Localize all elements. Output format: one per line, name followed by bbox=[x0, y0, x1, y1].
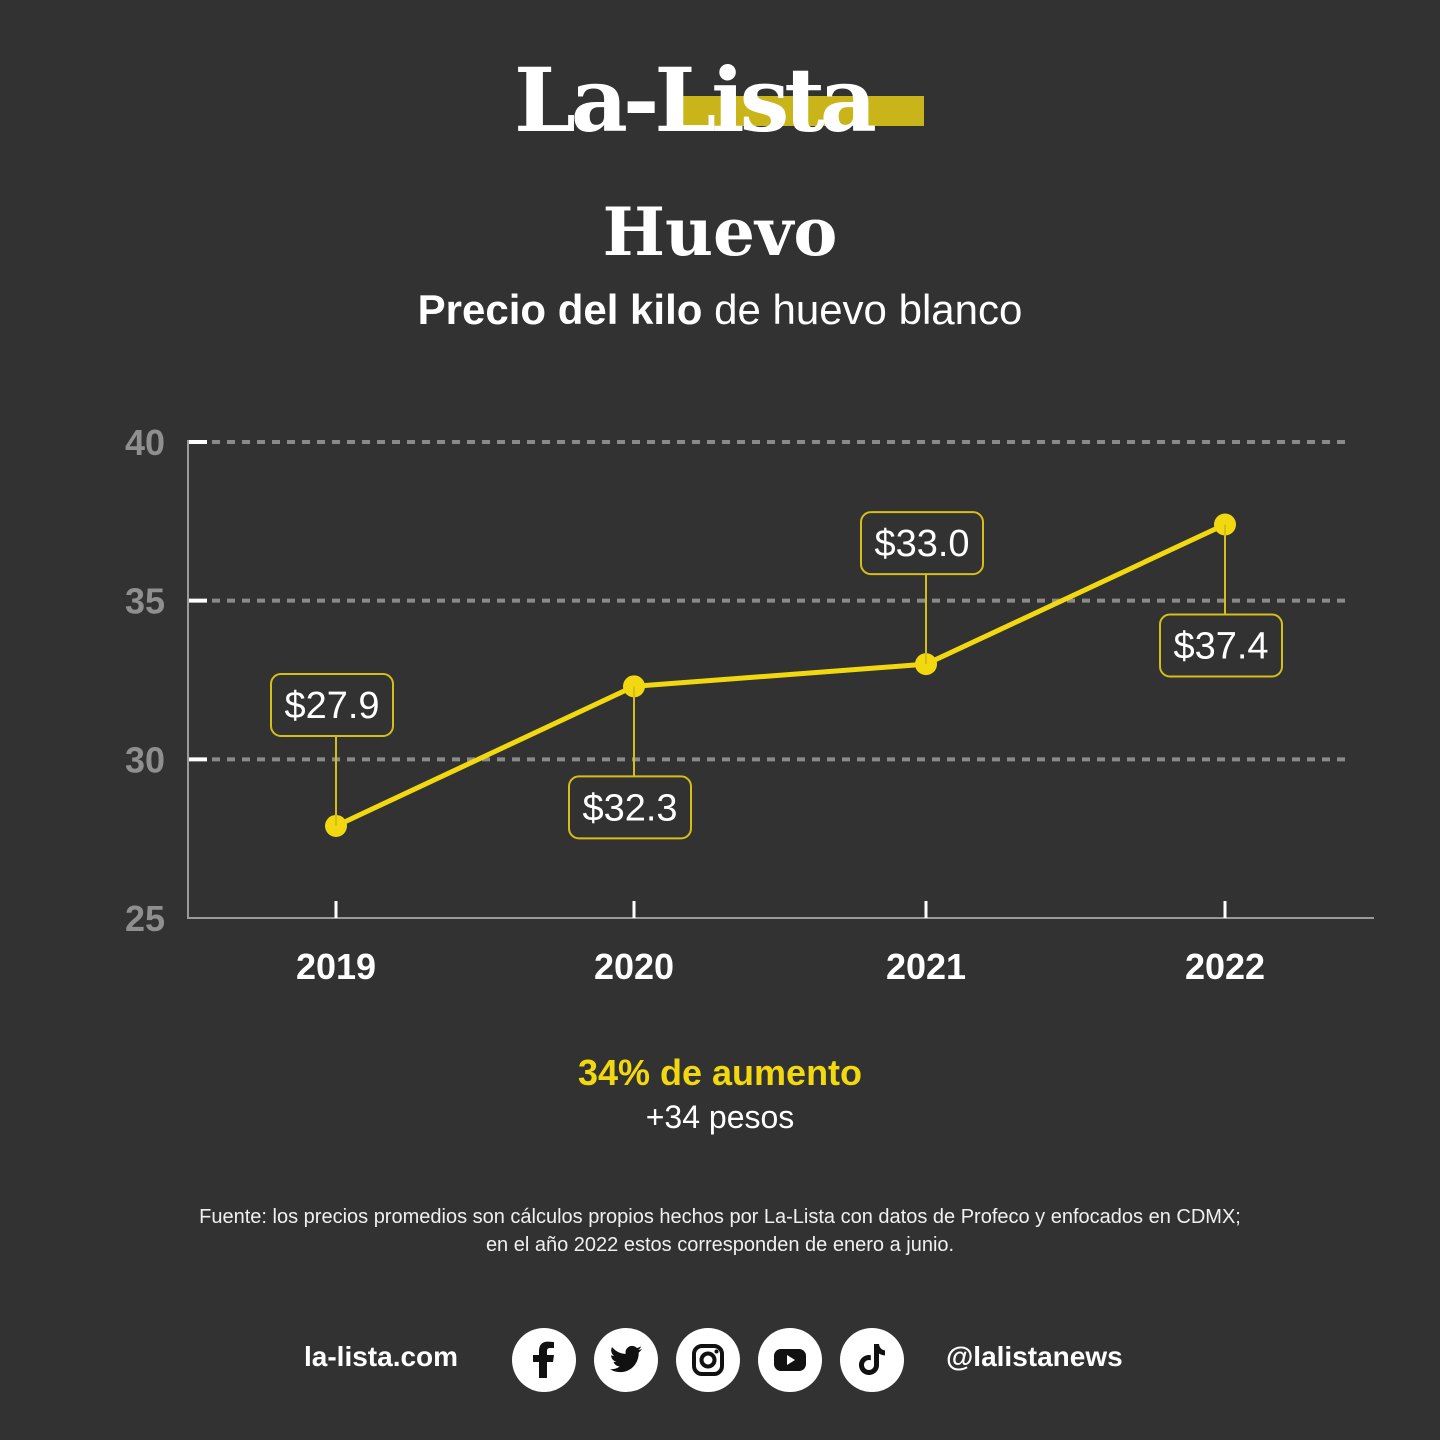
page-subtitle: Precio del kilo de huevo blanco bbox=[0, 284, 1440, 336]
y-tick-label-40: 40 bbox=[125, 422, 165, 463]
twitter-icon[interactable] bbox=[594, 1328, 658, 1392]
data-label-box-2019 bbox=[270, 672, 394, 737]
y-tick-label-30: 30 bbox=[125, 739, 165, 780]
data-label-box-2020 bbox=[568, 775, 692, 840]
subtitle-bold: Precio del kilo bbox=[417, 286, 703, 333]
line-layer bbox=[325, 513, 1236, 837]
data-label-2021: $33.0 bbox=[874, 523, 969, 565]
label-layer: $27.9 $32.3 $33.0 $37.4 bbox=[270, 511, 1283, 840]
data-label-2022: $37.4 bbox=[1173, 626, 1268, 668]
footer-site-link[interactable]: la-lista.com bbox=[304, 1341, 459, 1372]
source-note: Fuente: los precios promedios son cálcul… bbox=[0, 1203, 1440, 1259]
series-line bbox=[334, 522, 1227, 829]
line-chart: 25 30 35 40 2019 2020 2021 2022 $27.9 $32.3 $33.0… bbox=[125, 422, 1374, 987]
footer-social-handle[interactable]: @lalistanews bbox=[946, 1341, 1123, 1372]
brand-logo: La-Lista bbox=[0, 52, 1440, 152]
youtube-icon[interactable] bbox=[758, 1328, 822, 1392]
x-tick-label-2022: 2022 bbox=[1185, 946, 1265, 987]
axis-layer: 25 30 35 40 2019 2020 2021 2022 bbox=[125, 422, 1374, 987]
x-tick-label-2019: 2019 bbox=[296, 946, 376, 987]
instagram-icon[interactable] bbox=[676, 1328, 740, 1392]
x-tick-label-2020: 2020 bbox=[594, 946, 674, 987]
data-label-2020: $32.3 bbox=[582, 787, 677, 829]
grid-layer bbox=[212, 440, 1352, 762]
facebook-icon[interactable] bbox=[512, 1328, 576, 1392]
logo-text: La-Lista bbox=[514, 48, 877, 152]
y-tick-label-35: 35 bbox=[125, 581, 165, 622]
data-label-box-2022 bbox=[1159, 613, 1283, 678]
source-line-2: en el año 2022 estos corresponden de ene… bbox=[485, 1234, 955, 1256]
data-label-2019: $27.9 bbox=[284, 685, 379, 727]
data-label-box-2021 bbox=[860, 511, 984, 576]
y-tick-label-25: 25 bbox=[125, 898, 165, 939]
summary-pesos: +34 pesos bbox=[645, 1099, 795, 1135]
source-line-1: Fuente: los precios promedios son cálcul… bbox=[199, 1206, 1241, 1228]
tiktok-icon[interactable] bbox=[840, 1328, 904, 1392]
x-tick-label-2021: 2021 bbox=[886, 946, 966, 987]
subtitle-rest: de huevo blanco bbox=[702, 286, 1023, 333]
summary-increase: 34% de aumento bbox=[577, 1052, 863, 1093]
page-title: Huevo bbox=[602, 193, 838, 271]
logo-highlight-bar bbox=[678, 96, 924, 126]
